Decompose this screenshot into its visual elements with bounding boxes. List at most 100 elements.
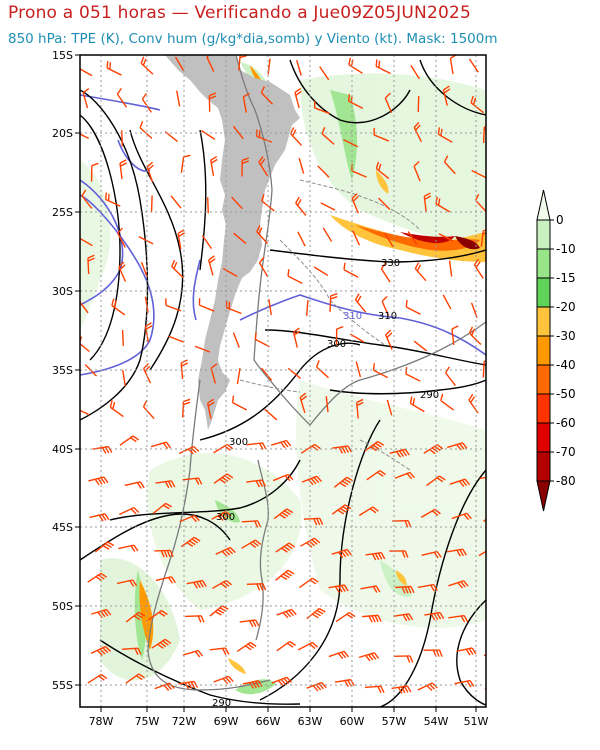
- lat-lon-grid: [80, 55, 486, 707]
- wind-barb: [317, 165, 330, 178]
- wind-barb: [448, 260, 453, 277]
- wind-barb: [179, 514, 200, 523]
- wind-barb: [246, 479, 267, 488]
- wind-barb: [140, 261, 148, 278]
- wind-barb: [356, 398, 364, 419]
- lon-tick-label: 78W: [89, 715, 114, 728]
- wind-barb: [300, 537, 321, 548]
- wind-barb: [90, 608, 112, 619]
- wind-barb: [118, 261, 127, 282]
- colorbar: 0 -10 -15 -20 -30 -40 -50 -60 -70 -80: [536, 189, 576, 512]
- wind-barb: [212, 579, 233, 590]
- lon-tick-label: 57W: [382, 715, 407, 728]
- wind-barb: [395, 585, 415, 594]
- wind-barb: [354, 293, 367, 313]
- wind-barb: [241, 520, 262, 528]
- wind-barb: [315, 360, 329, 379]
- wind-barb: [152, 502, 173, 514]
- wind-barb: [260, 367, 273, 381]
- lon-tick-label: 54W: [424, 715, 449, 728]
- latitude-axis: 15S 20S 25S 30S 35S 40S 45S 50S 55S: [52, 49, 80, 692]
- wind-barb: [483, 654, 486, 657]
- wind-barb: [435, 196, 451, 213]
- contour-label-290b: 290: [212, 698, 231, 709]
- wind-barb: [375, 161, 390, 180]
- wind-barb: [254, 332, 270, 348]
- wind-barb: [140, 56, 154, 75]
- wind-barb: [413, 121, 423, 143]
- wind-barb: [386, 399, 393, 416]
- wind-barb: [479, 476, 486, 480]
- wind-barb: [365, 552, 386, 561]
- wind-barb: [210, 155, 218, 177]
- wind-barb: [238, 55, 247, 71]
- lat-tick-label: 20S: [52, 127, 73, 140]
- wind-barb: [180, 154, 191, 173]
- wind-barb: [414, 262, 427, 282]
- wind-barb: [80, 230, 93, 247]
- wind-barb: [148, 610, 168, 621]
- wind-barb: [117, 227, 126, 248]
- wind-barb: [335, 325, 344, 346]
- wind-barb: [343, 262, 359, 278]
- contour-label-300c: 300: [216, 512, 235, 523]
- colorbar-label: -40: [556, 358, 576, 372]
- wind-barb: [178, 680, 199, 690]
- colorbar-label: -70: [556, 445, 576, 459]
- wind-barb: [231, 395, 248, 411]
- wind-barb: [360, 585, 381, 593]
- wind-barb: [236, 641, 257, 652]
- lat-tick-label: 30S: [52, 285, 73, 298]
- wind-barb: [276, 640, 296, 652]
- wind-barb: [231, 196, 243, 210]
- colorbar-swatch: [536, 277, 551, 308]
- wind-barb: [233, 232, 247, 244]
- wind-barb: [405, 299, 421, 315]
- wind-barb: [225, 300, 242, 315]
- wind-barb: [144, 296, 149, 313]
- wind-barb: [116, 579, 138, 587]
- wind-barb: [424, 611, 445, 621]
- lon-tick-label: 60W: [340, 715, 365, 728]
- wind-barb: [121, 647, 142, 656]
- wind-barb: [239, 619, 260, 628]
- wind-barb: [389, 448, 410, 458]
- wind-barb: [384, 92, 393, 113]
- wind-barb: [208, 255, 216, 276]
- wind-barb: [375, 59, 391, 75]
- wind-barb: [448, 580, 469, 589]
- wind-barb: [331, 504, 352, 515]
- colorbar-label: -50: [556, 387, 576, 401]
- wind-barb: [473, 258, 484, 279]
- colorbar-top-arrow: [536, 189, 551, 221]
- wind-barb: [372, 363, 389, 379]
- wind-barb: [211, 510, 232, 521]
- wind-barb: [445, 366, 456, 386]
- wind-barb: [116, 87, 128, 108]
- wind-barb: [201, 130, 216, 140]
- lon-tick-label: 72W: [172, 715, 197, 728]
- wind-barb: [258, 256, 269, 277]
- wind-barb: [329, 293, 338, 312]
- wind-barb: [328, 650, 350, 660]
- wind-barb: [174, 56, 185, 72]
- wind-barb: [471, 169, 486, 179]
- wind-barb: [275, 542, 296, 553]
- wind-barb: [232, 125, 244, 140]
- wind-barb: [177, 229, 185, 250]
- wind-barb: [482, 360, 486, 378]
- wind-barb: [358, 506, 379, 517]
- lat-tick-label: 55S: [52, 679, 73, 692]
- wind-barb: [306, 607, 326, 620]
- wind-barb: [146, 161, 154, 183]
- lon-tick-label: 63W: [298, 715, 323, 728]
- wind-barb: [355, 361, 362, 378]
- wind-barb: [362, 614, 382, 623]
- wind-barb: [80, 133, 89, 140]
- wind-barb: [164, 131, 179, 143]
- wind-barb: [90, 645, 112, 656]
- wind-barb: [105, 192, 121, 207]
- wind-barb: [446, 548, 467, 557]
- wind-barb: [273, 508, 294, 520]
- wind-barb: [352, 230, 361, 246]
